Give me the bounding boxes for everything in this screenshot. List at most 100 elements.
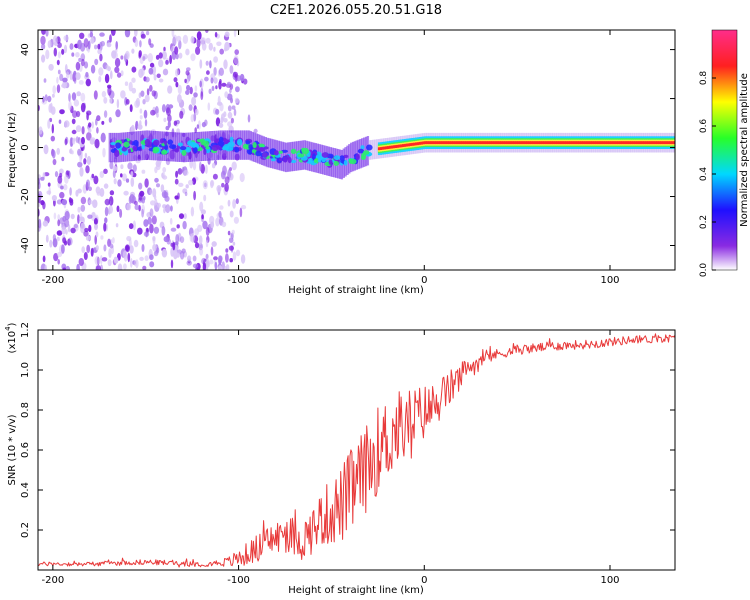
noise-blob <box>122 250 128 259</box>
noise-blob <box>216 185 222 193</box>
noise-blob <box>167 85 173 94</box>
noise-blob <box>227 121 233 127</box>
ridge-blob <box>115 142 121 149</box>
noise-blob <box>153 194 157 200</box>
ridge-band <box>552 141 555 145</box>
noise-blob <box>64 120 70 128</box>
noise-blob <box>94 138 100 149</box>
noise-blob <box>219 48 224 55</box>
noise-blob <box>161 104 166 113</box>
colorbar: 0.0 0.2 0.4 0.6 0.8 Normalized spectral ampl… <box>699 29 750 277</box>
noise-blob <box>182 220 187 230</box>
ridge-band <box>645 141 648 145</box>
noise-blob <box>70 227 76 234</box>
ridge-blob <box>163 140 168 145</box>
noise-blob <box>170 205 173 212</box>
noise-blob <box>224 176 230 184</box>
noise-blob <box>184 78 187 84</box>
ridge-band <box>556 141 559 145</box>
ridge-band <box>517 141 520 145</box>
noise-blob <box>148 38 152 46</box>
noise-blob <box>120 173 123 178</box>
noise-blob <box>132 220 136 231</box>
noise-blob <box>85 179 91 189</box>
ridge-blob <box>181 149 187 156</box>
noise-blob <box>176 224 180 229</box>
ridge-blob <box>366 144 373 151</box>
noise-blob <box>190 35 195 44</box>
noise-blob <box>229 210 234 218</box>
noise-blob <box>101 90 107 98</box>
noise-blob <box>213 67 217 76</box>
noise-blob <box>123 190 129 196</box>
noise-blob <box>68 237 73 246</box>
noise-blob <box>112 169 116 178</box>
noise-blob <box>63 184 68 191</box>
ridge-halo <box>188 132 191 162</box>
ridge-band <box>504 141 507 145</box>
noise-blob <box>227 105 232 112</box>
colorbar-tick-label: 0.2 <box>699 215 709 229</box>
noise-blob <box>67 224 71 233</box>
noise-blob <box>230 117 234 124</box>
noise-blob <box>61 226 66 235</box>
noise-blob <box>225 248 229 253</box>
noise-blob <box>109 243 114 249</box>
noise-blob <box>203 194 207 202</box>
x-tick-label: -200 <box>42 275 65 286</box>
noise-blob <box>219 79 222 85</box>
noise-blob <box>232 199 237 209</box>
noise-blob <box>88 122 92 128</box>
ridge-band <box>463 141 466 145</box>
noise-blob <box>206 70 210 75</box>
noise-blob <box>233 30 237 38</box>
noise-blob <box>88 199 93 205</box>
noise-blob <box>116 99 120 109</box>
noise-blob <box>112 237 115 244</box>
ridge-band <box>565 141 568 145</box>
y-tick-label: 0.6 <box>20 442 31 458</box>
noise-blob <box>42 255 46 263</box>
noise-blob <box>224 41 230 51</box>
noise-blob <box>60 185 64 190</box>
noise-blob <box>192 263 199 269</box>
ridge-band <box>558 141 561 145</box>
ridge-band <box>454 141 457 145</box>
ridge-band <box>424 141 427 145</box>
ridge-blob <box>227 141 235 148</box>
ridge-band <box>602 141 605 145</box>
ridge-halo <box>190 132 193 162</box>
noise-blob <box>83 61 89 69</box>
ridge-band <box>381 146 384 150</box>
ridge-band <box>663 141 667 145</box>
colorbar-tick-label: 0.6 <box>699 119 709 134</box>
noise-blob <box>89 31 94 38</box>
noise-blob <box>59 191 65 199</box>
noise-blob <box>90 247 94 257</box>
ridge-blob <box>137 146 142 151</box>
noise-blob <box>123 263 127 270</box>
noise-blob <box>131 66 137 73</box>
noise-blob <box>73 99 80 107</box>
ridge-band <box>582 141 585 145</box>
ridge-halo <box>292 141 295 172</box>
ridge-band <box>509 141 513 145</box>
ridge-band <box>431 141 435 145</box>
noise-blob <box>41 54 46 63</box>
ridge-blob <box>229 144 234 151</box>
ridge-halo <box>372 139 375 160</box>
noise-blob <box>162 167 167 173</box>
noise-blob <box>129 194 135 204</box>
noise-blob <box>114 66 120 74</box>
noise-blob <box>225 264 230 270</box>
noise-blob <box>161 50 167 60</box>
noise-blob <box>53 212 57 220</box>
ridge-band <box>530 141 533 145</box>
noise-blob <box>154 106 159 115</box>
noise-blob <box>194 85 198 92</box>
noise-blob <box>176 35 182 42</box>
noise-blob <box>62 237 67 244</box>
noise-blob <box>213 77 218 84</box>
ridge-band <box>658 141 661 145</box>
noise-blob <box>64 218 70 228</box>
